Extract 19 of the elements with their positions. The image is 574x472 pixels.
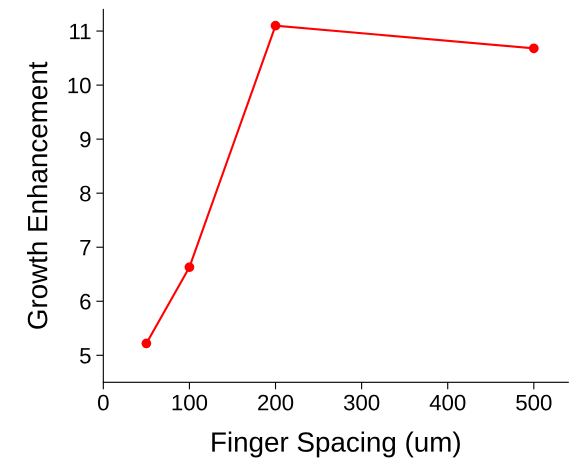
point [270, 20, 280, 31]
y-tick-label: 11 [70, 24, 90, 40]
point [142, 338, 152, 348]
x-tick-label: 400 [430, 394, 466, 410]
y-tick-label: 7 [80, 240, 90, 256]
x-tick-label: 200 [258, 394, 294, 410]
y-tick-label: 10 [68, 78, 91, 94]
y-tick-label: 5 [80, 348, 91, 364]
x-tick-label: 500 [516, 394, 552, 410]
point [528, 43, 539, 54]
y-tick-label: 8 [80, 186, 91, 202]
x-tick-label: 0 [98, 394, 109, 410]
x-axis-title: Finger Spacing (um) [212, 432, 460, 458]
x-tick-label: 300 [344, 394, 380, 410]
y-tick-label: 9 [80, 132, 90, 148]
x-tick-label: 100 [172, 394, 208, 410]
y-tick-label: 6 [80, 294, 91, 310]
y-axis-title: Growth Enhancement [27, 62, 48, 329]
point [184, 262, 194, 272]
